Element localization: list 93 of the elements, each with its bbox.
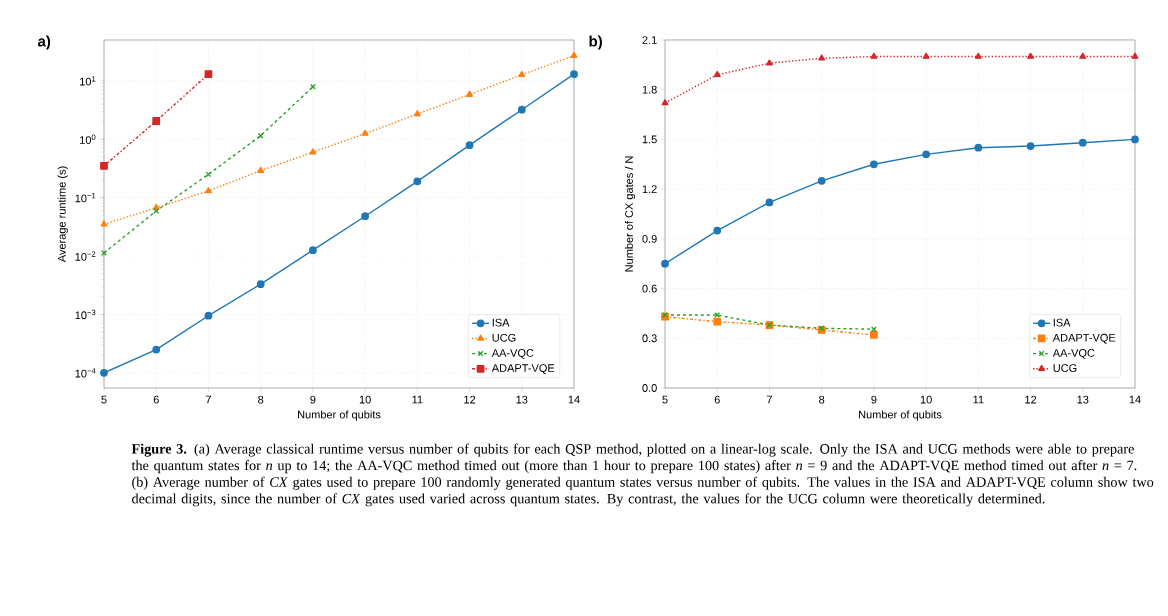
y-tick-label: 10$^{0}$ [80,134,96,144]
point [922,150,931,159]
point [1078,138,1087,147]
y-tick-label: 10$^{−3}$ [75,309,96,320]
y-tick-label: 0.9 [642,234,657,243]
y-tick-label: 10$^{−4}$ [75,368,96,378]
point [465,141,474,150]
point [570,51,578,58]
point [1027,52,1035,59]
y-tick-label: 10$^{−2}$ [75,251,96,261]
point [974,143,983,152]
point [413,177,422,186]
y-tick-label: 1.5 [642,135,657,144]
x-tick-label: 12 [1025,395,1037,404]
point [765,59,773,66]
point [413,110,421,117]
y-tick-label: 2.1 [642,36,657,44]
point [361,212,369,221]
point [817,176,826,185]
y-tick-label: 0.6 [642,284,657,293]
point [100,368,108,377]
point [570,70,578,79]
point [1131,52,1139,59]
point [922,52,930,59]
point [713,226,722,235]
legend-label: ADAPT-VQE [491,364,555,374]
point [1079,52,1087,59]
legend-label: UCG [492,333,516,342]
x-tick-label: 14 [568,395,580,404]
y-axis-title: Number of CX gates / N [624,156,636,272]
x-tick-label: 13 [516,395,528,404]
y-tick-label: 1.8 [642,85,657,94]
point [256,280,265,289]
x-tick-label: 13 [1077,395,1089,404]
x-axis-title: Number of qubits [298,410,381,421]
point [974,52,982,59]
point [661,259,669,268]
x-axis-title: Number of qubits [859,410,942,421]
y-tick-label: 1.2 [642,185,657,193]
point [870,331,878,339]
point [713,317,722,326]
x-tick-label: 9 [871,395,877,404]
point [1026,142,1035,150]
point [257,166,265,173]
x-tick-label: 8 [258,395,264,404]
y-tick-label: 0.3 [642,334,657,343]
y-tick-label: 10$^{−1}$ [75,192,96,203]
text: Figure 3. (a) Average classical runtime versus number of qubits for each QSP method, plotted on a linear-log scale. Only the ISA and UCG methods were able to prepare the quantum states for n up to 14; the AA-VQC method timed out (more than 1 hour to prepare 100 states) after n = 9 and the ADAPT-VQE method timed out after n = 7. (b) Average number of CX gates used to prepare 100 randomly generated quantum states versus number of qubits. The values in the ISA and ADAPT-VQE column show two decimal digits, since the number of CX gates used varied across quantum states. By contrast, the values for the UCG column were theoretically determined. [131,443,1154,507]
point [517,105,526,114]
x-tick-label: 5 [101,395,107,404]
x-tick-label: 11 [973,395,984,404]
x-tick-label: 6 [153,395,159,404]
legend-label: ISA [492,318,510,327]
point [309,246,317,255]
x-tick-label: 7 [766,395,772,404]
chart-title: b) [589,35,602,50]
point [361,129,369,136]
x-tick-label: 12 [464,395,476,404]
x-tick-label: 5 [662,395,668,404]
point [466,90,474,97]
x-tick-label: 6 [714,395,720,404]
point [152,117,161,125]
x-tick-label: 8 [819,395,825,404]
y-axis-title: Average runtime (s) [57,166,68,263]
legend-label: ADAPT-VQE [1052,333,1116,344]
point [204,187,212,194]
x-tick-label: 10 [359,395,371,404]
point [713,70,721,78]
point [661,99,669,106]
chart-title: a) [37,35,51,50]
x-tick-label: 10 [920,395,932,404]
point [818,54,826,61]
point [309,148,317,155]
y-tick-label: 10$^{1}$ [80,76,96,86]
point [765,198,774,207]
legend-label: UCG [1053,364,1077,372]
x-tick-label: 14 [1129,395,1141,404]
point [204,311,213,320]
point [152,345,161,354]
y-tick-label: 0.0 [642,384,657,392]
point [100,220,108,227]
legend-label: AA-VQC [1052,349,1095,359]
point [204,70,213,79]
point [870,160,878,169]
x-tick-label: 11 [412,395,423,404]
point [100,161,108,170]
point [1131,135,1139,144]
legend-label: ISA [1053,318,1071,327]
x-tick-label: 9 [310,395,316,404]
point [518,70,526,78]
point [870,52,878,59]
x-tick-label: 7 [205,395,211,404]
legend-label: AA-VQC [491,349,534,359]
